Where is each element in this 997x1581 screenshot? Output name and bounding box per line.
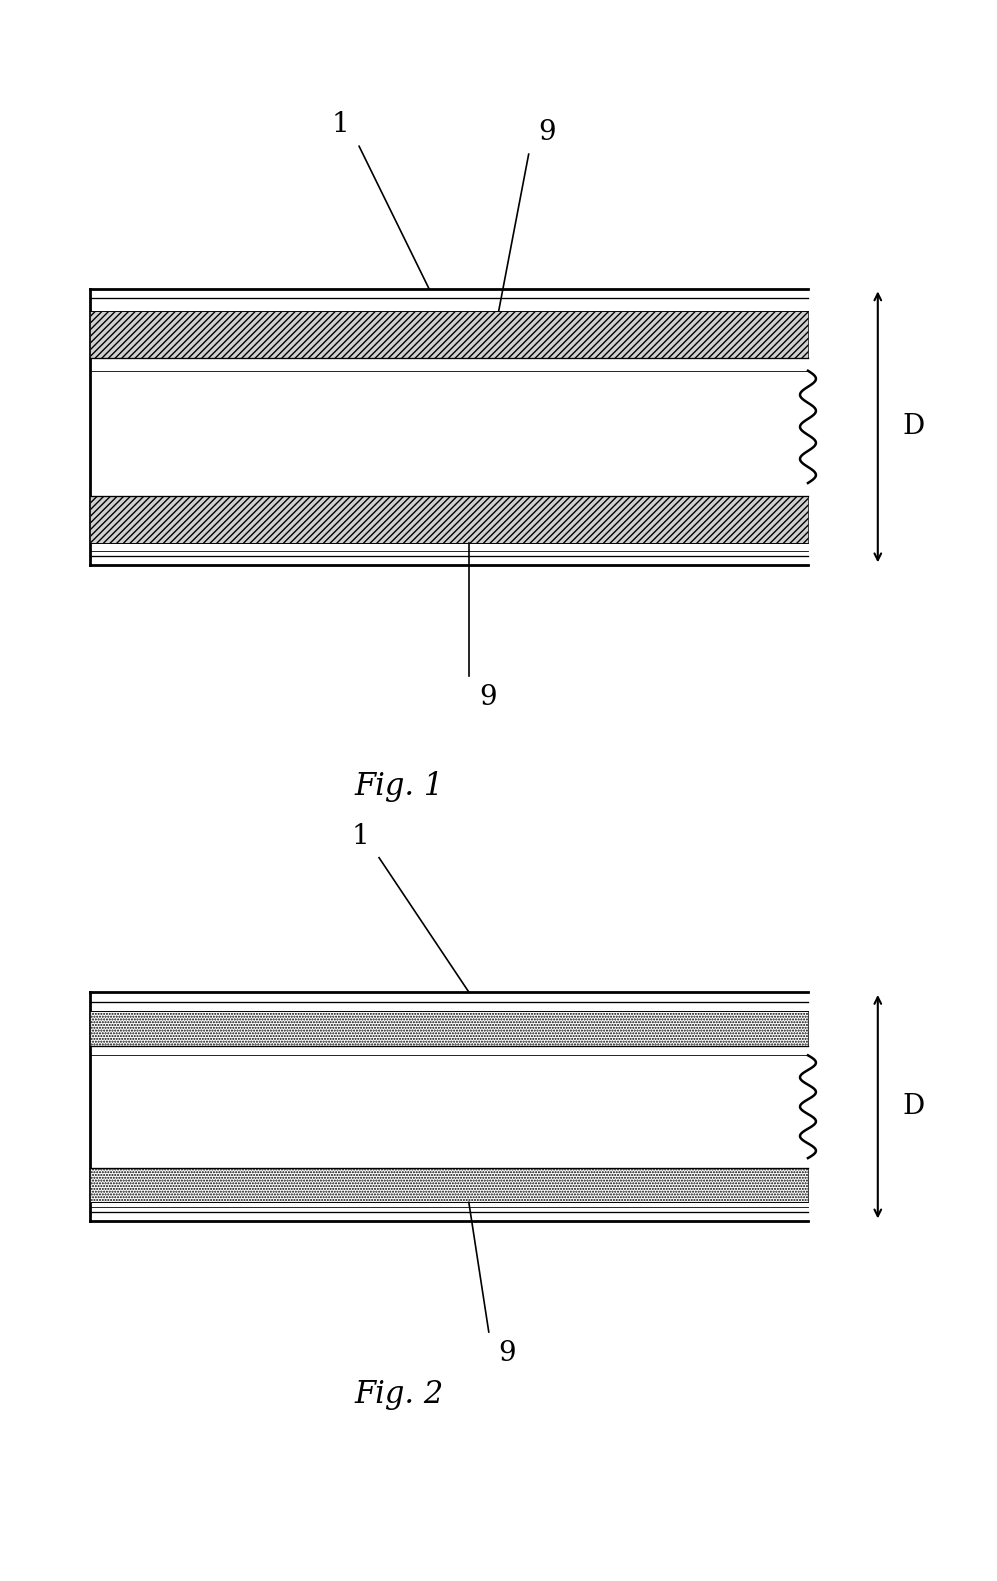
Text: D: D bbox=[902, 413, 924, 441]
Text: 9: 9 bbox=[479, 683, 497, 711]
Text: 9: 9 bbox=[538, 119, 556, 147]
Text: 1: 1 bbox=[331, 111, 349, 139]
Text: 1: 1 bbox=[351, 822, 369, 849]
Bar bbox=[90, 1012, 808, 1047]
Bar bbox=[90, 1167, 808, 1202]
Text: 9: 9 bbox=[498, 1341, 516, 1368]
Text: D: D bbox=[902, 1092, 924, 1121]
Bar bbox=[90, 495, 808, 542]
Text: Fig. 2: Fig. 2 bbox=[354, 1379, 444, 1410]
Text: Fig. 1: Fig. 1 bbox=[354, 772, 444, 802]
Bar bbox=[90, 310, 808, 359]
